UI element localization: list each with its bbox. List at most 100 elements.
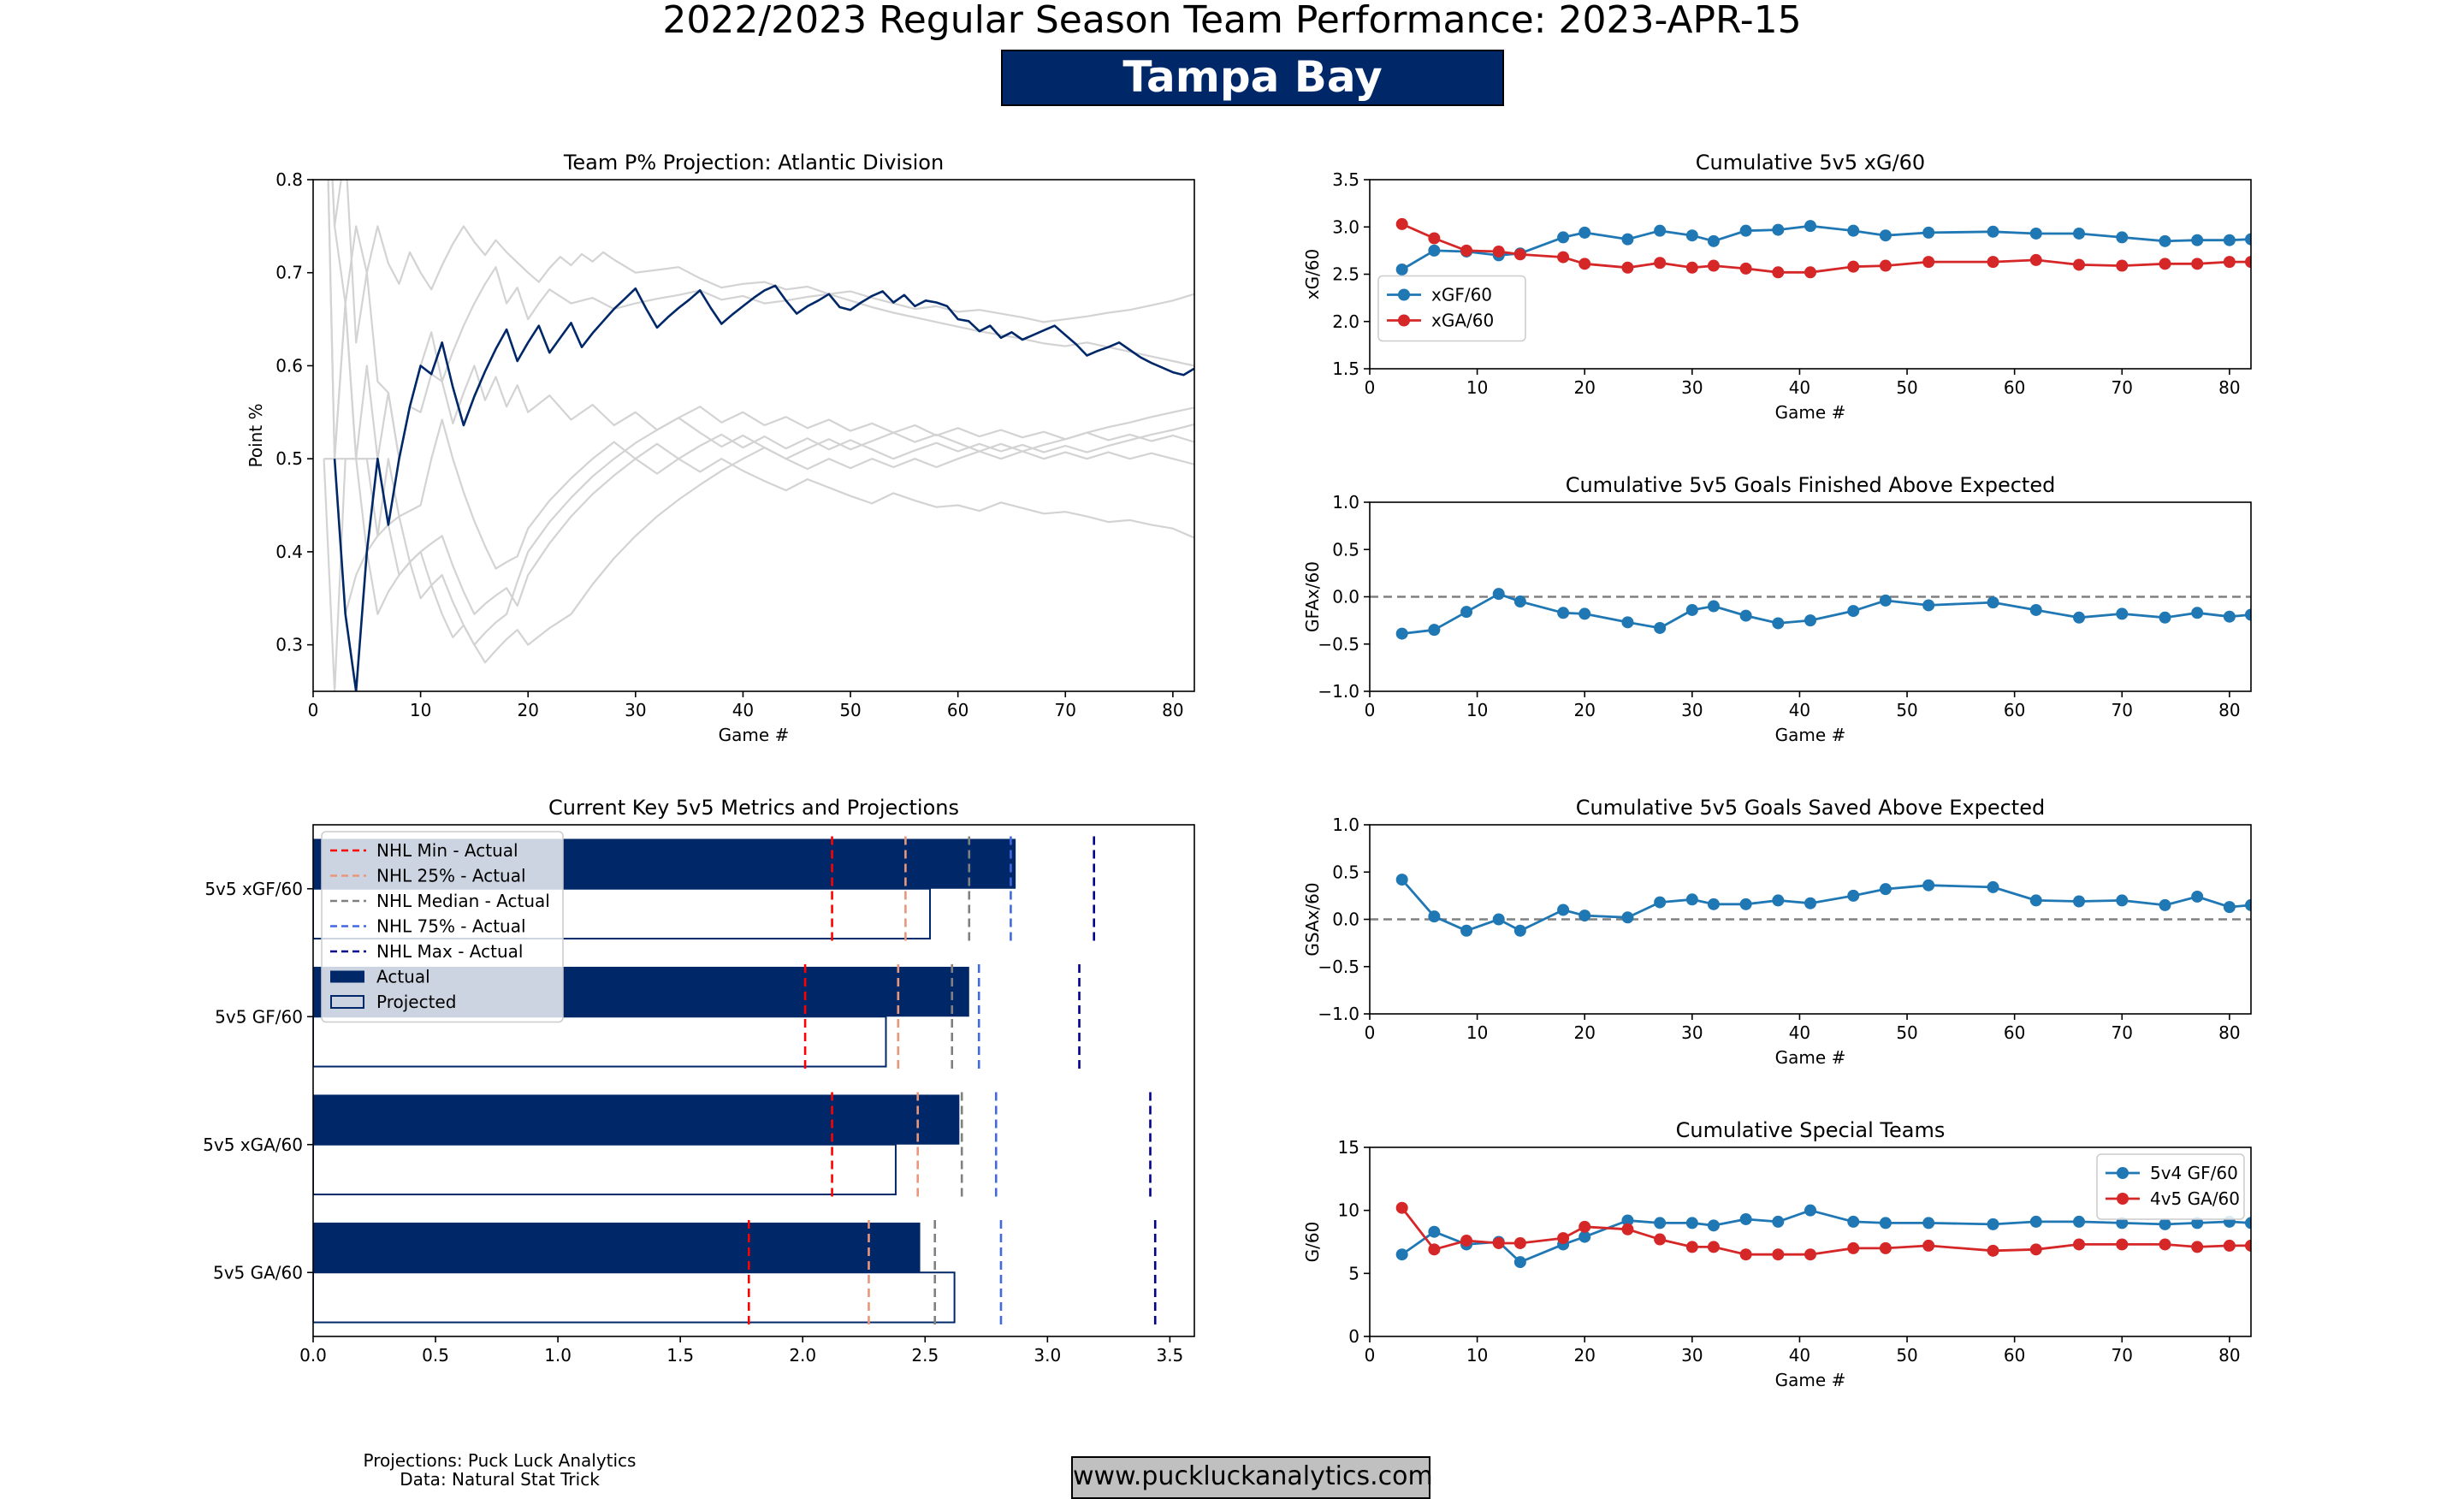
x-tick-label: 80	[2218, 700, 2240, 720]
data-point	[1428, 1243, 1441, 1256]
data-point	[1879, 229, 1892, 242]
x-tick-label: 70	[2112, 1345, 2133, 1366]
projected-bar	[313, 1016, 887, 1068]
data-point	[1739, 898, 1752, 910]
x-tick-label: 20	[1573, 1345, 1595, 1366]
data-point	[1685, 261, 1698, 274]
data-point	[1987, 225, 1999, 238]
data-point	[1922, 599, 1935, 612]
legend-label: NHL Min - Actual	[376, 840, 518, 861]
x-tick-label: 0.0	[299, 1345, 327, 1366]
y-tick-label: −0.5	[1318, 634, 1359, 655]
data-point	[1492, 913, 1505, 926]
team-name-banner: Tampa Bay Lightning	[1001, 50, 1504, 153]
division-team-line	[323, 302, 1194, 646]
data-point	[1428, 244, 1441, 257]
data-point	[1879, 594, 1892, 607]
x-tick-label: 10	[410, 700, 431, 720]
data-point	[1621, 233, 1634, 246]
data-point	[2073, 258, 2086, 271]
data-point	[2191, 234, 2204, 246]
data-point	[1460, 244, 1473, 257]
data-point	[1804, 1248, 1816, 1261]
actual-bar	[313, 1222, 921, 1273]
data-point	[1804, 614, 1816, 627]
xg60-chart: 0 10 20 30 40 50 60 70 80 1.5 2.0 2.5 3.0 3.5 Cumulati…	[1302, 151, 2252, 423]
data-point	[2223, 256, 2236, 269]
x-tick-label: 60	[2004, 1022, 2025, 1043]
y-tick-label: −1.0	[1318, 681, 1359, 702]
data-point	[1739, 1212, 1752, 1225]
legend-swatch-marker	[2117, 1193, 2129, 1205]
data-point	[1804, 266, 1816, 279]
data-point	[1987, 256, 1999, 269]
y-tick-label: 0	[1348, 1326, 1359, 1347]
y-tick-label: 15	[1338, 1137, 1359, 1158]
data-point	[1578, 607, 1591, 620]
x-tick-label: 20	[517, 700, 538, 720]
y-tick-label: 1.0	[1332, 815, 1359, 835]
data-point	[2029, 894, 2042, 907]
data-point	[1460, 1235, 1473, 1247]
legend-label: Actual	[376, 967, 430, 987]
data-point	[2159, 898, 2171, 911]
x-tick-label: 50	[839, 700, 861, 720]
x-tick-label: 10	[1466, 377, 1488, 398]
data-point	[1428, 232, 1441, 245]
credit-projections: Projections: Puck Luck Analytics	[363, 1450, 637, 1471]
legend-label: NHL Median - Actual	[376, 891, 550, 911]
x-tick-label: 40	[1789, 700, 1810, 720]
data-point	[1987, 596, 1999, 609]
data-point	[1654, 621, 1667, 634]
chart-title: Cumulative Special Teams	[1676, 1118, 1946, 1142]
data-point	[1685, 603, 1698, 616]
y-tick-label: 0.3	[275, 635, 303, 655]
x-tick-label: 0	[1365, 1345, 1376, 1366]
data-point	[2223, 1239, 2236, 1252]
y-tick-label: 0.8	[275, 169, 303, 190]
x-tick-label: 40	[1789, 1022, 1810, 1043]
data-point	[1987, 1218, 1999, 1230]
data-point	[1557, 607, 1570, 619]
legend-box	[2096, 1153, 2245, 1220]
data-point	[1685, 229, 1698, 242]
data-point	[1557, 231, 1570, 244]
axes-frame	[1369, 824, 2252, 1015]
legend-label: 5v4 GF/60	[2150, 1163, 2238, 1183]
x-tick-label: 10	[1466, 1345, 1488, 1366]
axes-frame	[1369, 1146, 2252, 1337]
website-badge[interactable]: www.puckluckanalytics.com	[1071, 1456, 1433, 1499]
data-point	[1621, 1214, 1634, 1227]
y-tick-label: 2.0	[1332, 311, 1359, 332]
data-point	[2223, 610, 2236, 623]
x-tick-label: 3.0	[1034, 1345, 1061, 1366]
data-point	[1922, 879, 1935, 892]
legend-swatch-projected	[330, 995, 364, 1009]
data-point	[1578, 226, 1591, 239]
data-point	[1847, 260, 1860, 273]
x-axis-label: Game #	[719, 725, 790, 745]
data-point	[2223, 901, 2236, 914]
data-point	[1654, 257, 1667, 270]
data-point	[2116, 231, 2129, 244]
y-tick-label: 0.0	[1332, 587, 1359, 607]
x-tick-label: 70	[2112, 1022, 2133, 1043]
x-tick-label: 20	[1573, 700, 1595, 720]
x-tick-label: 30	[1681, 1022, 1703, 1043]
data-point	[1492, 1236, 1505, 1249]
x-tick-label: 60	[947, 700, 968, 720]
data-point	[1772, 617, 1785, 630]
data-point	[2191, 607, 2204, 619]
data-point	[1513, 595, 1526, 608]
data-point	[2073, 611, 2086, 624]
data-point	[1492, 245, 1505, 258]
x-tick-label: 1.5	[666, 1345, 694, 1366]
y-tick-label: 0.5	[275, 448, 303, 469]
data-point	[2223, 234, 2236, 246]
data-point	[1685, 893, 1698, 906]
y-axis-label: GSAx/60	[1302, 882, 1323, 956]
x-tick-label: 40	[1789, 1345, 1810, 1366]
x-tick-label: 2.0	[789, 1345, 816, 1366]
x-tick-label: 50	[1896, 1345, 1917, 1366]
x-tick-label: 1.0	[544, 1345, 572, 1366]
